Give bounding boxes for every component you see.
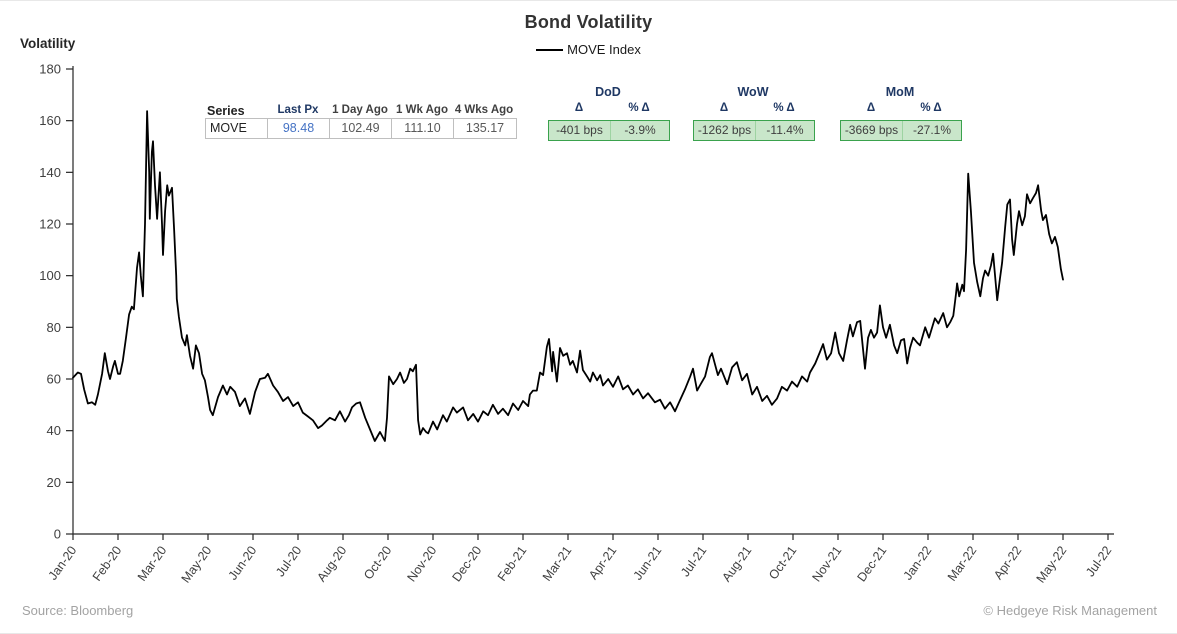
dod-title: DoD <box>595 85 621 99</box>
svg-text:Jun-21: Jun-21 <box>631 544 665 583</box>
svg-text:40: 40 <box>47 423 61 438</box>
mom-pct-header: % Δ <box>920 102 942 114</box>
svg-text:Jan-20: Jan-20 <box>46 544 80 583</box>
svg-text:Apr-21: Apr-21 <box>586 544 619 583</box>
chart-title: Bond Volatility <box>524 12 653 32</box>
svg-text:May-20: May-20 <box>179 544 215 586</box>
svg-text:Feb-20: Feb-20 <box>90 543 125 583</box>
dod-delta-header: Δ <box>574 102 584 114</box>
svg-text:Jul-22: Jul-22 <box>1083 543 1114 579</box>
stats-cell-series: MOVE <box>206 119 268 138</box>
mom-cells: -3669 bps -27.1% <box>840 120 962 141</box>
wow-pct-value: -11.4% <box>766 123 804 137</box>
svg-text:Mar-21: Mar-21 <box>540 543 575 583</box>
dod-delta-value: -401 bps <box>549 121 611 140</box>
svg-text:20: 20 <box>47 475 61 490</box>
mom-pct-value: -27.1% <box>912 123 952 137</box>
dod-pct-header: % Δ <box>628 102 650 114</box>
chart-legend: MOVE Index <box>0 42 1177 57</box>
stats-cell-1-day-ago: 102.49 <box>330 119 392 138</box>
dod-pct-value: -3.9% <box>624 123 656 137</box>
svg-text:Feb-21: Feb-21 <box>495 543 530 583</box>
stats-cell-4-wks-ago: 135.17 <box>465 121 505 135</box>
stats-cell-last-px: 98.48 <box>268 119 330 138</box>
wow-delta-value: -1262 bps <box>694 121 756 140</box>
mom-delta-header: Δ <box>866 102 876 114</box>
svg-text:Mar-20: Mar-20 <box>135 543 170 583</box>
y-axis-title: Volatility <box>20 36 76 51</box>
svg-text:160: 160 <box>39 113 61 128</box>
svg-text:60: 60 <box>47 372 61 387</box>
dod-cells: -401 bps -3.9% <box>548 120 670 141</box>
svg-text:120: 120 <box>39 217 61 232</box>
svg-text:Jul-20: Jul-20 <box>273 543 304 579</box>
source-note: Source: Bloomberg <box>22 603 134 618</box>
svg-text:80: 80 <box>47 320 61 335</box>
wow-delta-header: Δ <box>719 102 729 114</box>
stats-header-1-day-ago: 1 Day Ago <box>332 104 388 116</box>
copyright-note: © Hedgeye Risk Management <box>983 603 1157 618</box>
svg-text:100: 100 <box>39 268 61 283</box>
wow-cells: -1262 bps -11.4% <box>693 120 815 141</box>
svg-text:Apr-22: Apr-22 <box>991 544 1024 583</box>
legend-line-swatch <box>536 48 564 51</box>
stats-header-4-wks-ago: 4 Wks Ago <box>454 104 514 116</box>
mom-title: MoM <box>885 85 915 99</box>
svg-text:Nov-20: Nov-20 <box>404 543 439 584</box>
svg-text:Mar-22: Mar-22 <box>945 543 980 583</box>
svg-text:180: 180 <box>39 62 61 77</box>
svg-text:Aug-20: Aug-20 <box>314 543 349 584</box>
svg-text:Jul-21: Jul-21 <box>678 543 709 579</box>
wow-pct-header: % Δ <box>773 102 795 114</box>
svg-text:Jan-22: Jan-22 <box>901 544 935 583</box>
svg-text:Oct-20: Oct-20 <box>361 543 394 582</box>
svg-text:Jun-20: Jun-20 <box>226 544 260 583</box>
mom-delta-value: -3669 bps <box>841 121 903 140</box>
wow-title: WoW <box>737 85 769 99</box>
stats-cell-1-wk-ago: 111.10 <box>392 119 454 138</box>
svg-text:Aug-21: Aug-21 <box>719 543 754 584</box>
stats-header-series: Series <box>207 104 245 118</box>
svg-text:Nov-21: Nov-21 <box>809 543 844 584</box>
svg-text:140: 140 <box>39 165 61 180</box>
svg-text:Dec-20: Dec-20 <box>449 543 484 584</box>
stats-header-last-px: Last Px <box>277 104 319 116</box>
legend-label: MOVE Index <box>567 42 641 57</box>
svg-text:Dec-21: Dec-21 <box>854 543 889 584</box>
svg-text:May-22: May-22 <box>1034 544 1070 586</box>
stats-header-1-wk-ago: 1 Wk Ago <box>396 104 448 116</box>
svg-text:Oct-21: Oct-21 <box>766 543 799 582</box>
stats-table-row: MOVE 98.48 102.49 111.10 135.17 <box>205 118 517 139</box>
svg-text:0: 0 <box>54 527 61 542</box>
